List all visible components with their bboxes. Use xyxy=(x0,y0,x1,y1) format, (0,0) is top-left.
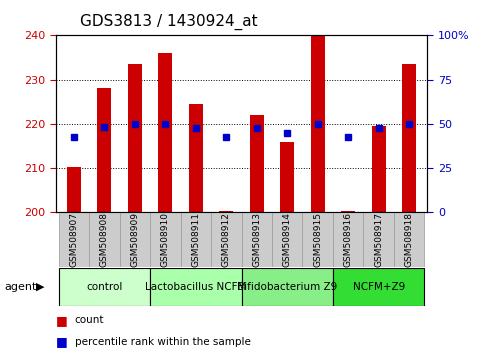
Bar xyxy=(181,212,211,267)
Text: GSM508915: GSM508915 xyxy=(313,212,322,267)
Bar xyxy=(189,104,203,212)
Bar xyxy=(302,212,333,267)
Bar xyxy=(311,35,325,212)
Text: GSM508910: GSM508910 xyxy=(161,212,170,267)
Text: GSM508908: GSM508908 xyxy=(100,212,109,267)
Text: GSM508917: GSM508917 xyxy=(374,212,383,267)
Text: ▶: ▶ xyxy=(36,282,45,292)
Text: Lactobacillus NCFM: Lactobacillus NCFM xyxy=(145,282,246,292)
Text: GSM508918: GSM508918 xyxy=(405,212,413,267)
Text: agent: agent xyxy=(5,282,37,292)
Text: GSM508911: GSM508911 xyxy=(191,212,200,267)
Text: GSM508909: GSM508909 xyxy=(130,212,139,267)
Bar xyxy=(242,268,333,306)
Bar xyxy=(158,53,172,212)
Text: GSM508913: GSM508913 xyxy=(252,212,261,267)
Text: GSM508916: GSM508916 xyxy=(344,212,353,267)
Text: percentile rank within the sample: percentile rank within the sample xyxy=(75,337,251,347)
Bar xyxy=(89,212,120,267)
Bar xyxy=(402,64,416,212)
Bar xyxy=(333,268,425,306)
Bar xyxy=(211,212,242,267)
Bar xyxy=(128,64,142,212)
Bar xyxy=(250,115,264,212)
Text: GSM508912: GSM508912 xyxy=(222,212,231,267)
Bar xyxy=(372,126,385,212)
Bar xyxy=(341,211,355,212)
Bar xyxy=(272,212,302,267)
Text: ■: ■ xyxy=(56,335,67,348)
Bar xyxy=(120,212,150,267)
Text: count: count xyxy=(75,315,104,325)
Text: GDS3813 / 1430924_at: GDS3813 / 1430924_at xyxy=(80,14,257,30)
Bar xyxy=(98,88,111,212)
Bar xyxy=(58,212,89,267)
Text: GSM508907: GSM508907 xyxy=(70,212,78,267)
Bar xyxy=(150,212,181,267)
Bar xyxy=(394,212,425,267)
Bar xyxy=(280,142,294,212)
Bar xyxy=(242,212,272,267)
Text: control: control xyxy=(86,282,123,292)
Bar xyxy=(150,268,242,306)
Bar xyxy=(219,211,233,212)
Bar xyxy=(363,212,394,267)
Text: Bifidobacterium Z9: Bifidobacterium Z9 xyxy=(237,282,337,292)
Text: ■: ■ xyxy=(56,314,67,327)
Bar xyxy=(333,212,363,267)
Bar xyxy=(67,167,81,212)
Text: GSM508914: GSM508914 xyxy=(283,212,292,267)
Text: NCFM+Z9: NCFM+Z9 xyxy=(353,282,405,292)
Bar xyxy=(58,268,150,306)
